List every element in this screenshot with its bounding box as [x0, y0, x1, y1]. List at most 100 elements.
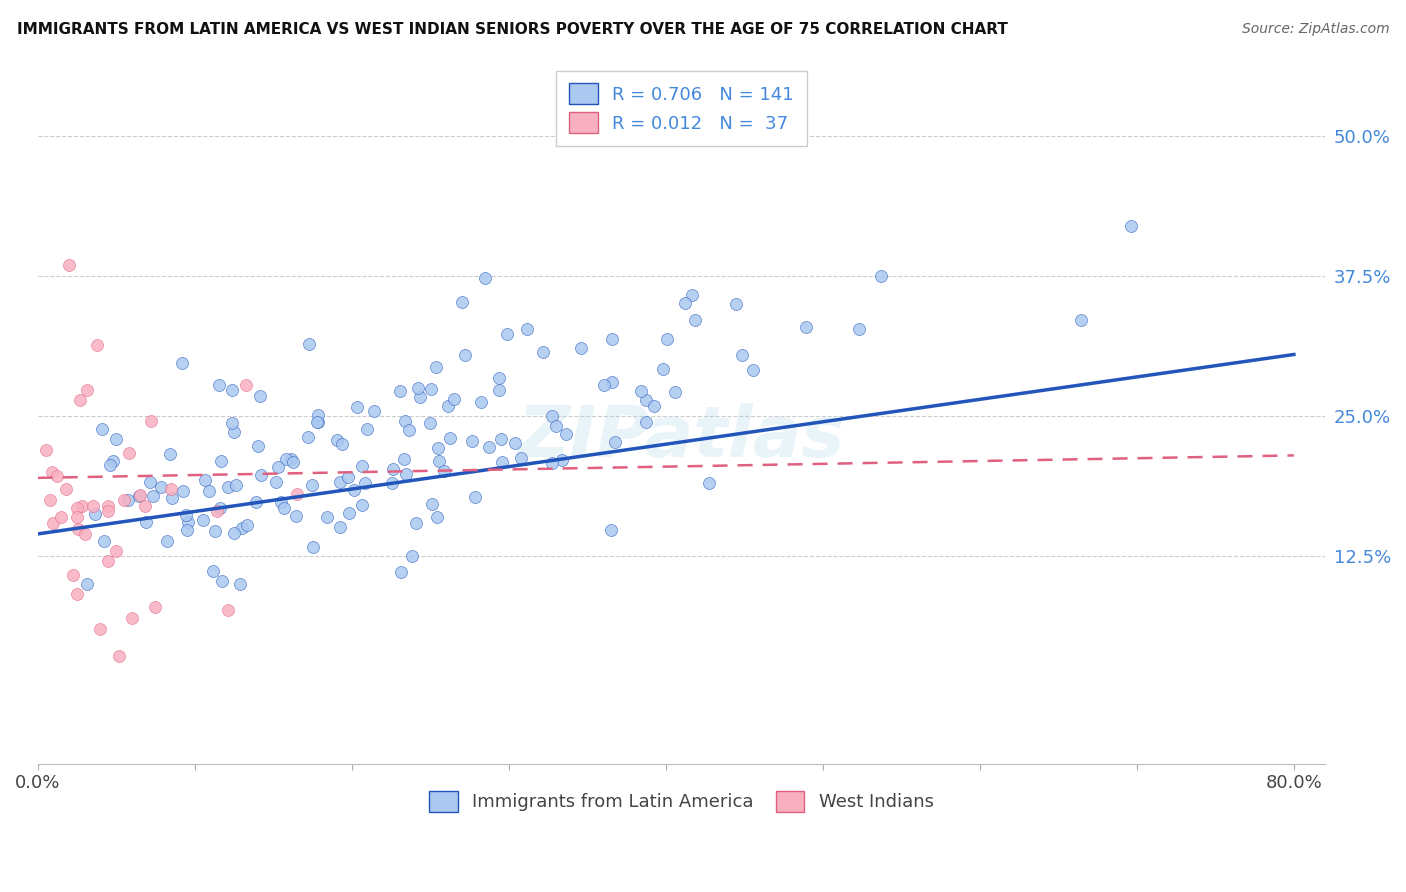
Point: [426, 510, 449, 524]
Point: [247, 439, 270, 453]
Point: [427, 441, 450, 455]
Point: [425, 359, 447, 374]
Point: [93, 534, 115, 549]
Point: [433, 464, 456, 478]
Point: [603, 435, 626, 450]
Point: [554, 427, 576, 442]
Point: [66, 510, 89, 524]
Point: [332, 437, 354, 451]
Point: [398, 423, 420, 437]
Point: [516, 322, 538, 336]
Point: [337, 506, 360, 520]
Point: [489, 432, 512, 446]
Point: [104, 432, 127, 446]
Point: [488, 371, 510, 385]
Point: [281, 455, 304, 469]
Point: [72, 499, 94, 513]
Point: [794, 320, 817, 334]
Point: [302, 541, 325, 555]
Point: [103, 454, 125, 468]
Point: [76, 383, 98, 397]
Point: [128, 488, 150, 502]
Point: [156, 534, 179, 549]
Point: [204, 524, 226, 539]
Point: [420, 382, 443, 396]
Point: [316, 510, 339, 524]
Point: [297, 430, 319, 444]
Point: [135, 516, 157, 530]
Point: [392, 451, 415, 466]
Point: [128, 489, 150, 503]
Point: [337, 470, 360, 484]
Point: [172, 356, 194, 370]
Point: [89, 622, 111, 636]
Point: [222, 525, 245, 540]
Point: [664, 384, 686, 399]
Point: [211, 574, 233, 588]
Point: [541, 456, 564, 470]
Point: [600, 376, 623, 390]
Point: [142, 490, 165, 504]
Point: [683, 313, 706, 327]
Point: [76, 577, 98, 591]
Point: [381, 475, 404, 490]
Point: [177, 515, 200, 529]
Point: [105, 543, 128, 558]
Point: [194, 473, 217, 487]
Point: [172, 484, 194, 499]
Point: [228, 577, 250, 591]
Point: [159, 447, 181, 461]
Point: [112, 493, 135, 508]
Point: [352, 498, 374, 512]
Point: [389, 566, 412, 580]
Point: [422, 497, 444, 511]
Point: [569, 341, 592, 355]
Point: [673, 296, 696, 310]
Point: [630, 384, 652, 399]
Point: [197, 483, 219, 498]
Point: [225, 478, 247, 492]
Legend: Immigrants from Latin America, West Indians: Immigrants from Latin America, West Indi…: [416, 778, 946, 824]
Point: [121, 611, 143, 625]
Point: [217, 603, 239, 617]
Point: [353, 476, 375, 491]
Point: [681, 288, 703, 302]
Point: [395, 467, 418, 482]
Point: [42, 516, 65, 530]
Point: [235, 377, 257, 392]
Point: [208, 501, 231, 516]
Point: [546, 418, 568, 433]
Point: [634, 393, 657, 408]
Point: [343, 483, 366, 497]
Point: [643, 399, 665, 413]
Point: [97, 504, 120, 518]
Point: [231, 521, 253, 535]
Point: [389, 384, 412, 398]
Point: [97, 554, 120, 568]
Point: [34, 442, 56, 457]
Point: [280, 452, 302, 467]
Point: [245, 495, 267, 509]
Point: [98, 458, 121, 473]
Point: [162, 491, 184, 505]
Point: [139, 475, 162, 489]
Point: [270, 495, 292, 509]
Point: [443, 392, 465, 406]
Text: ZIPatlas: ZIPatlas: [517, 402, 845, 472]
Point: [478, 440, 501, 454]
Point: [427, 454, 450, 468]
Point: [1070, 313, 1092, 327]
Text: Source: ZipAtlas.com: Source: ZipAtlas.com: [1241, 22, 1389, 37]
Point: [731, 348, 754, 362]
Point: [741, 363, 763, 377]
Point: [1119, 219, 1142, 233]
Point: [160, 482, 183, 496]
Text: IMMIGRANTS FROM LATIN AMERICA VS WEST INDIAN SENIORS POVERTY OVER THE AGE OF 75 : IMMIGRANTS FROM LATIN AMERICA VS WEST IN…: [17, 22, 1008, 37]
Point: [174, 508, 197, 523]
Point: [221, 383, 243, 397]
Point: [264, 475, 287, 489]
Point: [301, 478, 323, 492]
Point: [848, 321, 870, 335]
Point: [208, 378, 231, 392]
Point: [66, 501, 89, 516]
